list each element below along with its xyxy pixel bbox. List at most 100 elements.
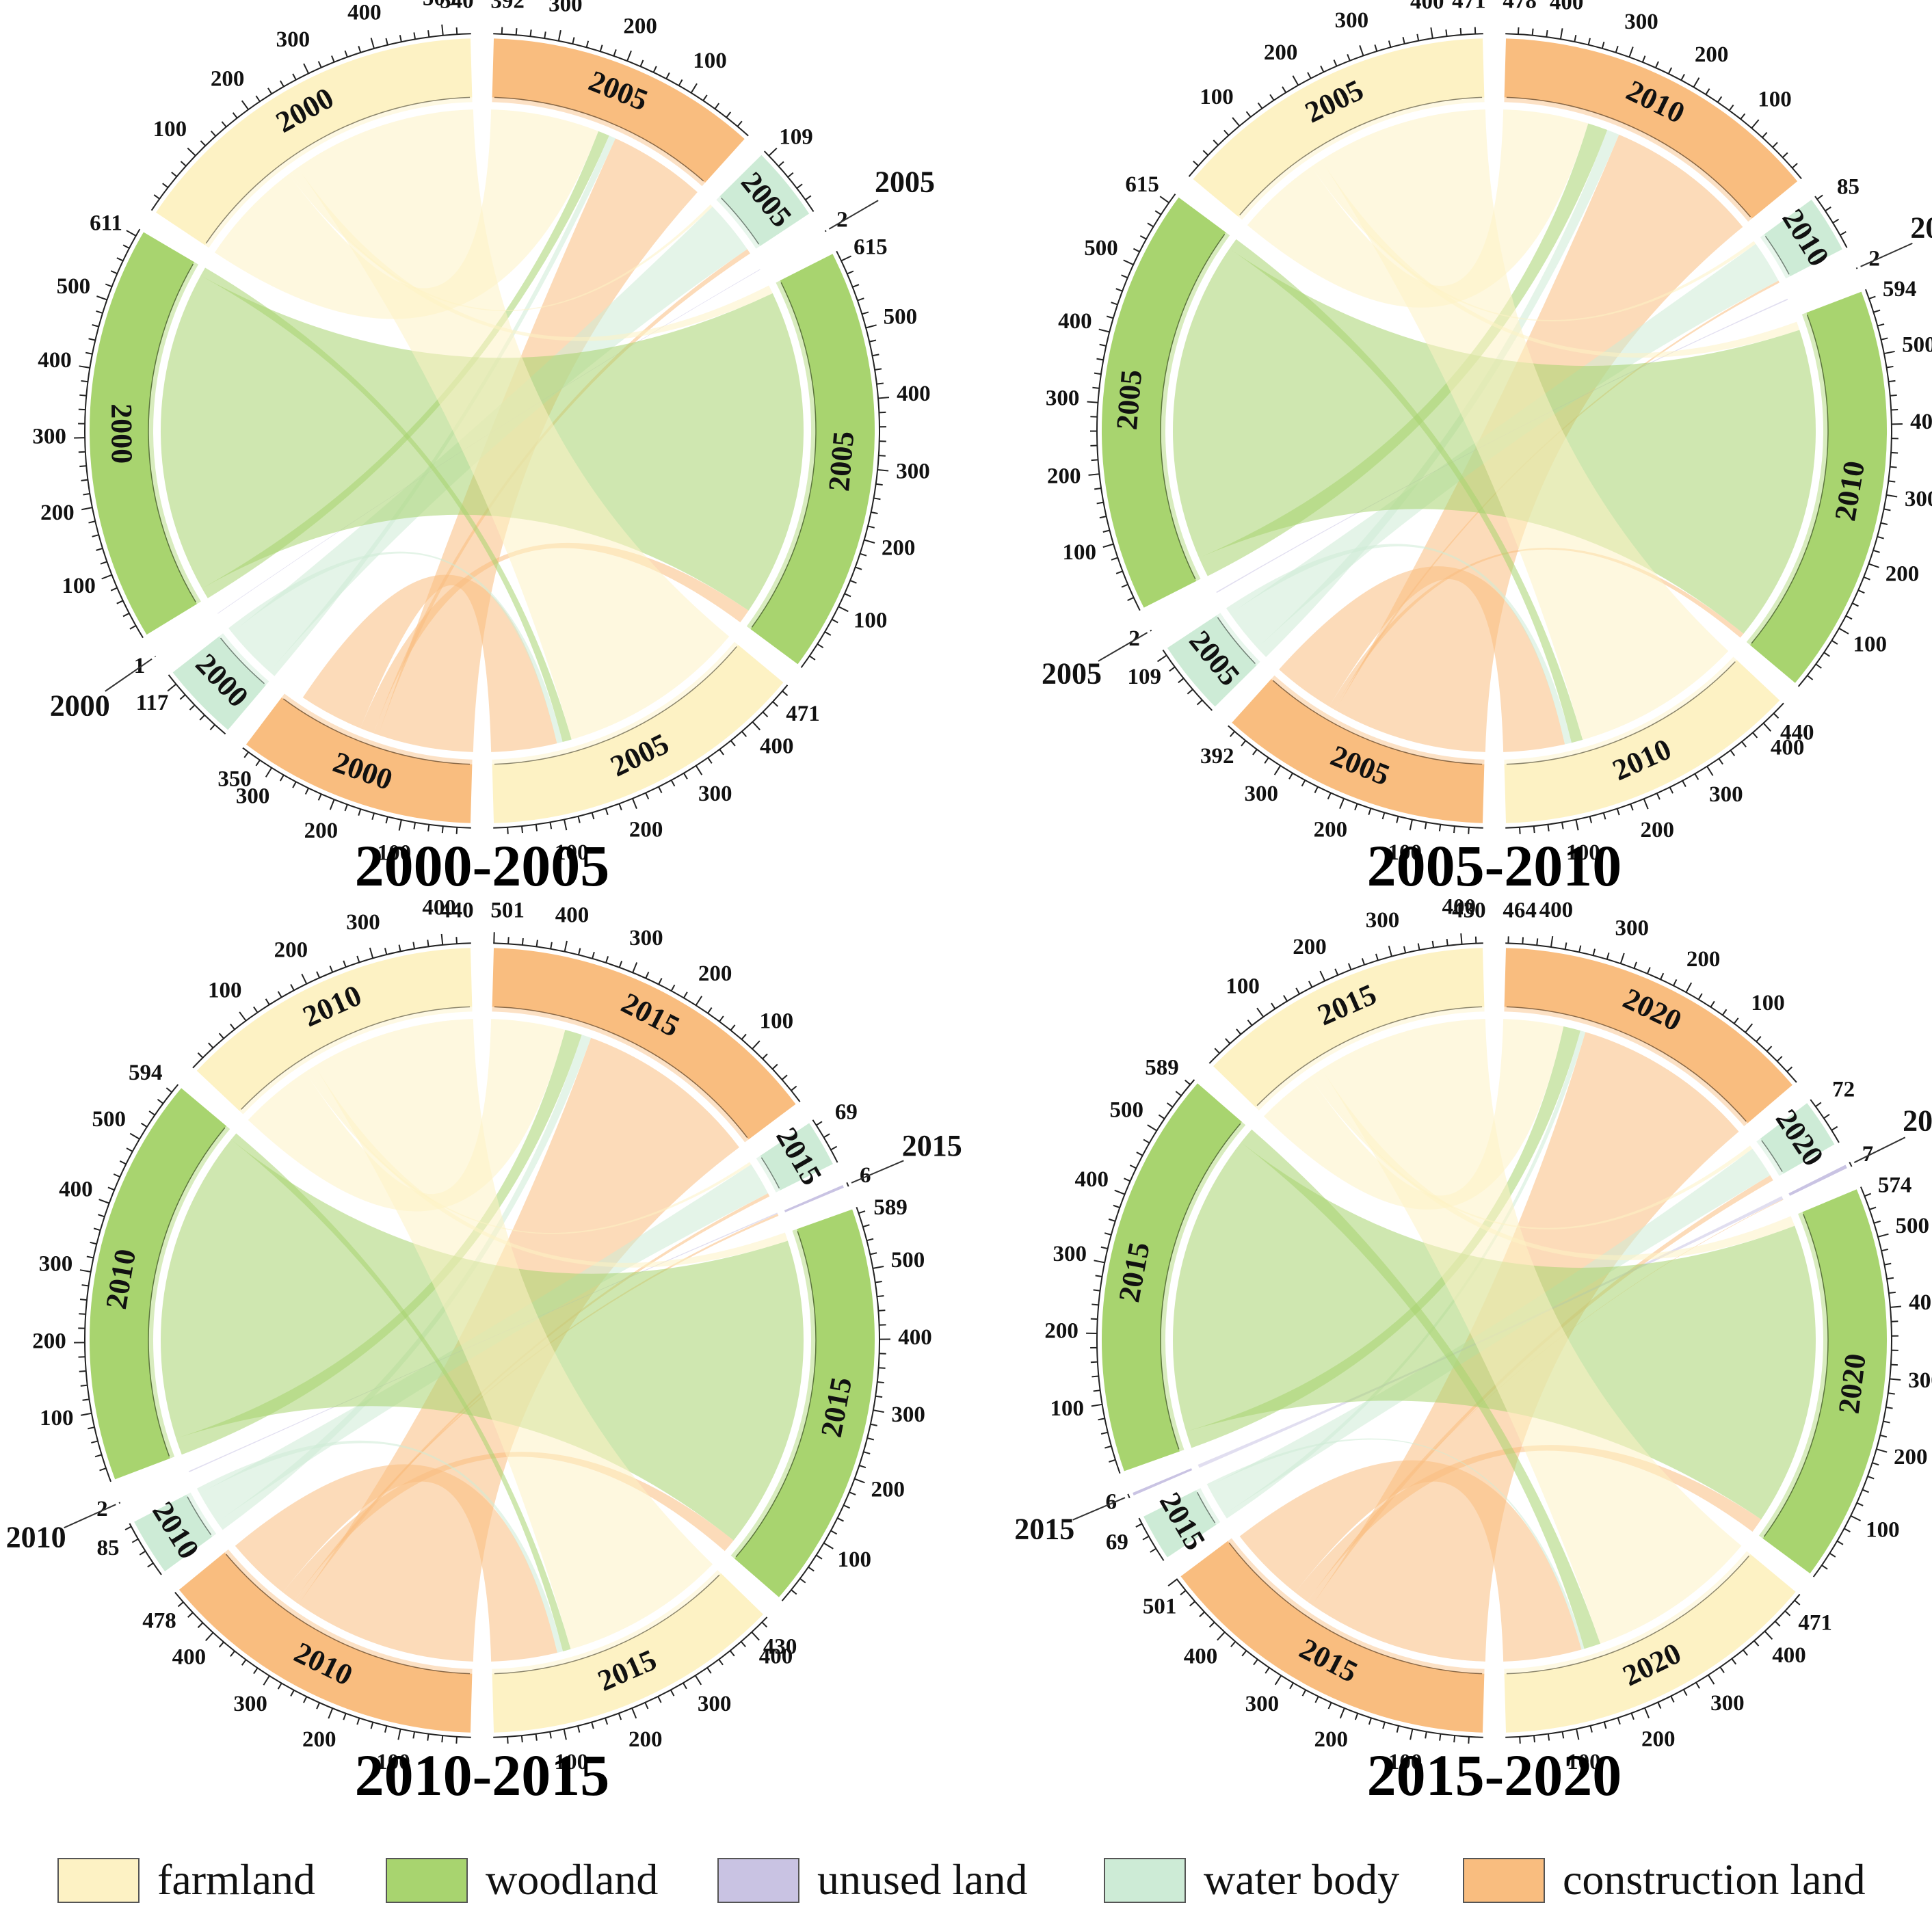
axis-tick	[665, 72, 670, 79]
axis-tick	[427, 30, 430, 38]
axis-tick	[1587, 38, 1591, 45]
segment-from-unused: 6 2015	[1014, 1466, 1194, 1545]
axis-tick	[550, 942, 553, 949]
segment-total-label: 440	[440, 899, 474, 923]
axis-tick	[678, 79, 683, 86]
axis-tick	[1630, 1712, 1635, 1720]
axis-tick-label: 400	[1075, 1167, 1109, 1192]
axis-tick	[1091, 1303, 1099, 1306]
axis-track	[846, 1182, 849, 1187]
axis-tick	[873, 1266, 884, 1269]
axis-tick	[1288, 773, 1293, 780]
axis-tick	[1844, 1528, 1851, 1533]
axis-tick-label: 300	[629, 926, 663, 950]
axis-tick	[799, 1578, 806, 1584]
axis-tick	[1169, 666, 1176, 672]
axis-tick	[1807, 675, 1814, 680]
axis-tick	[1873, 549, 1880, 553]
axis-track	[1228, 725, 1483, 829]
axis-tick	[263, 1675, 270, 1686]
axis-tick	[81, 507, 93, 511]
axis-tick	[303, 63, 310, 74]
axis-tick	[230, 1024, 235, 1030]
axis-tick	[1564, 942, 1567, 950]
axis-tick	[572, 37, 575, 44]
axis-tick	[1099, 343, 1107, 347]
segment-total-label: 392	[1200, 744, 1234, 769]
axis-tick	[1517, 27, 1520, 35]
axis-track	[242, 747, 471, 829]
segment-arc-unused	[1786, 1162, 1849, 1198]
axis-tick	[768, 147, 778, 157]
axis-track	[1810, 1099, 1840, 1143]
axis-tick	[1354, 1713, 1359, 1720]
axis-tick	[1823, 1113, 1830, 1119]
axis-tick	[1868, 563, 1879, 568]
axis-tick	[1879, 1434, 1888, 1438]
axis-tick-label: 200	[629, 817, 663, 842]
segment-year-label: 2010	[6, 1521, 66, 1554]
axis-tick	[875, 483, 883, 486]
axis-tick	[1708, 1675, 1715, 1685]
axis-tick	[267, 88, 273, 94]
chord-link-farmland-to-woodland	[1313, 1069, 1795, 1261]
axis-tick	[1382, 1722, 1386, 1729]
axis-tick-label: 300	[1624, 10, 1658, 34]
segment-inner-line	[1228, 1542, 1483, 1675]
axis-tick	[719, 749, 724, 756]
axis-tick	[1114, 1189, 1125, 1195]
axis-tick-label: 100	[1200, 85, 1234, 109]
axis-tick	[702, 94, 708, 101]
segment-year-label: 2010	[1910, 211, 1932, 245]
axis-tick	[1319, 970, 1326, 981]
axis-tick	[1273, 765, 1282, 775]
axis-tick	[1087, 401, 1098, 403]
chord-link-construction-to-woodland	[1329, 547, 1744, 710]
axis-tick	[88, 520, 96, 524]
axis-tick	[1717, 96, 1723, 103]
legend-swatch	[57, 1858, 140, 1903]
axis-tick	[292, 781, 297, 788]
axis-tick-label: 100	[1853, 632, 1887, 656]
axis-tick	[1121, 274, 1128, 279]
axis-tick-label: 200	[1894, 1445, 1928, 1469]
axis-track	[118, 1502, 121, 1504]
axis-tick	[1292, 75, 1299, 86]
segment-year-label: 2015	[1014, 1512, 1074, 1545]
axis-tick	[855, 566, 862, 570]
axis-tick	[1133, 248, 1140, 253]
axis-tick	[1730, 749, 1736, 756]
segment-inner-band	[1195, 1487, 1221, 1526]
segment-year-label: 2020	[1903, 1104, 1932, 1137]
axis-tick	[1838, 628, 1849, 635]
segment-arc-farmland	[1503, 1549, 1798, 1734]
axis-tick	[1886, 365, 1894, 369]
axis-tick	[1283, 995, 1288, 1002]
axis-tick	[1868, 295, 1876, 300]
axis-tick	[841, 255, 851, 262]
segment-year-label: 2005	[875, 165, 935, 199]
segment-from-water: 117 2000	[136, 631, 272, 735]
axis-tick	[737, 120, 743, 127]
segment-total-label: 392	[490, 0, 525, 14]
axis-tick	[290, 984, 295, 991]
segment-total-label: 501	[490, 899, 525, 923]
segment-inner-line	[225, 1554, 471, 1675]
segment-to-unused: 7 2020	[1786, 1104, 1932, 1198]
axis-tick-label: 200	[211, 67, 245, 92]
axis-tick	[761, 1621, 768, 1628]
axis-tick	[1873, 309, 1881, 313]
axis-tick	[384, 948, 388, 955]
axis-tick	[862, 1224, 870, 1228]
segment-year-label: 2005	[1110, 369, 1148, 431]
segment-arc-woodland	[1744, 290, 1888, 685]
axis-tick	[343, 1713, 347, 1720]
axis-tick	[455, 27, 458, 35]
axis-tick	[1417, 943, 1420, 950]
axis-tick	[577, 1725, 581, 1733]
axis-tick	[399, 35, 402, 42]
axis-tick	[370, 1722, 374, 1729]
